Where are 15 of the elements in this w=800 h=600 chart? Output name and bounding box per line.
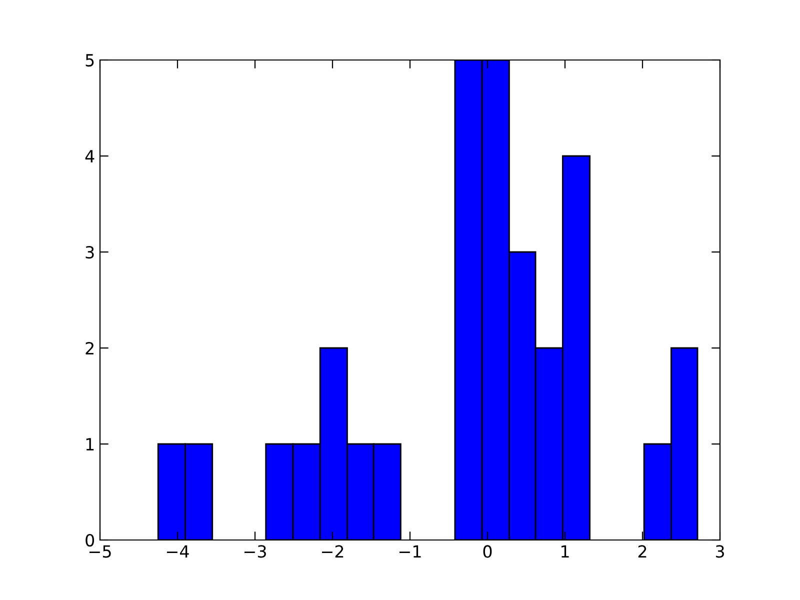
x-tick-label: −5 [89,545,111,558]
x-tick-label: 3 [716,545,724,558]
y-tick-label: 1 [86,438,94,450]
x-tick-label: 0 [483,545,492,558]
x-tick-label: −2 [322,545,344,558]
x-tick-label: −4 [166,545,189,558]
y-tick-label: 4 [85,150,94,162]
x-tick-label: 2 [638,545,646,558]
x-tick-label: 1 [562,545,569,558]
y-tick-label: 2 [86,342,94,354]
x-tick-label: −3 [244,545,266,558]
y-tick-label: 5 [86,54,94,67]
x-tick-label: −1 [399,545,421,558]
y-tick-label: 3 [86,246,94,259]
y-tick-label: 0 [86,534,94,547]
